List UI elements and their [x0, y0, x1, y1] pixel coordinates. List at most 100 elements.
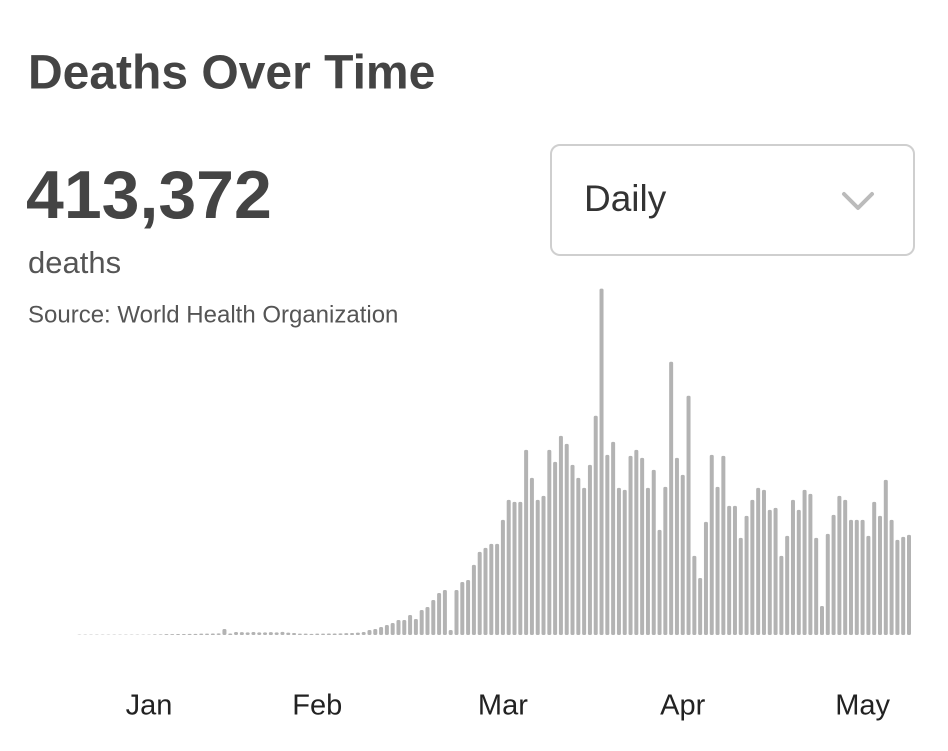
dropdown-box[interactable] [550, 144, 915, 256]
bar [645, 487, 650, 635]
bar [547, 449, 552, 635]
bar [228, 633, 233, 635]
dropdown[interactable]: Daily [550, 144, 915, 256]
bar [222, 628, 227, 635]
source: Source: World Health Organization [28, 301, 398, 328]
bar [297, 633, 302, 635]
bar [907, 534, 911, 635]
bar [686, 395, 691, 635]
bar [669, 361, 674, 635]
bar [790, 499, 795, 635]
bar [152, 634, 157, 635]
bar [570, 464, 575, 635]
bar [553, 461, 558, 635]
bar [268, 632, 273, 635]
bar [611, 441, 616, 635]
bar [674, 457, 679, 635]
bar [286, 632, 291, 635]
chevron[interactable] [842, 192, 874, 210]
bar [756, 487, 761, 635]
bar [628, 455, 633, 635]
bar [205, 633, 210, 635]
bar [425, 606, 430, 635]
bar [808, 493, 813, 635]
bar [390, 622, 395, 635]
bar [819, 605, 824, 635]
bar [744, 515, 749, 635]
bar [877, 515, 882, 635]
bar [872, 501, 877, 635]
bar [413, 618, 418, 635]
bar [727, 505, 732, 635]
bar [558, 435, 563, 635]
bar [843, 499, 848, 635]
bar [860, 519, 865, 635]
bar [379, 626, 384, 635]
bar [732, 505, 737, 635]
bar [263, 632, 268, 635]
x-tick-label: Jan [126, 690, 173, 722]
bar [895, 539, 900, 635]
bar [164, 634, 169, 635]
bar [529, 477, 534, 635]
bar [402, 619, 407, 635]
bar [239, 632, 244, 635]
bar [187, 633, 192, 635]
bar [640, 457, 645, 635]
bar [761, 489, 766, 635]
x-tick-label: Feb [292, 690, 342, 722]
bar [199, 633, 204, 635]
bar [170, 634, 175, 635]
bar [576, 477, 581, 635]
bar [587, 464, 592, 635]
bar [315, 633, 320, 635]
bar [495, 543, 500, 635]
bar [750, 499, 755, 635]
title: Deaths Over Time [28, 47, 435, 100]
bar [442, 589, 447, 635]
bar [355, 632, 360, 635]
bar [361, 631, 366, 635]
bar [785, 535, 790, 635]
dropdown-label[interactable]: Daily [584, 178, 667, 219]
bar [802, 489, 807, 635]
bar [419, 609, 424, 635]
bar [698, 577, 703, 635]
bar [251, 631, 256, 635]
bar [831, 514, 836, 635]
bar [477, 551, 482, 635]
bar [384, 624, 389, 635]
bar [779, 555, 784, 635]
bar [280, 631, 285, 635]
bar [773, 507, 778, 635]
bar [350, 632, 355, 635]
bar [848, 519, 853, 635]
bar [245, 632, 250, 635]
bar [901, 536, 906, 635]
bar [216, 633, 221, 635]
bar [332, 633, 337, 635]
bar [738, 537, 743, 635]
bar [663, 486, 668, 635]
bar [460, 581, 465, 635]
bar [326, 633, 331, 635]
bar [518, 501, 523, 635]
x-tick-label: May [835, 690, 890, 722]
bar [535, 499, 540, 635]
total: 413,372 [26, 157, 272, 233]
bar [408, 614, 413, 635]
bar [825, 533, 830, 635]
bar [506, 499, 511, 635]
bar [489, 543, 494, 635]
bar [176, 633, 181, 635]
bar [466, 579, 471, 635]
bar [599, 288, 604, 635]
bar [889, 519, 894, 635]
bar [715, 486, 720, 635]
bar [338, 633, 343, 635]
bar [709, 454, 714, 635]
bar [274, 632, 279, 635]
bar [564, 443, 569, 635]
